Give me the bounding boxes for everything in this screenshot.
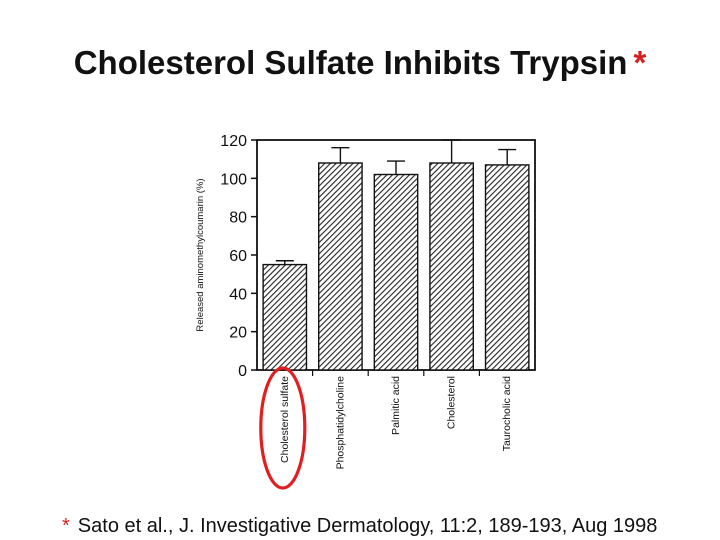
y-tick-label: 0 <box>238 363 247 380</box>
y-tick-label: 40 <box>229 286 247 303</box>
bar <box>429 162 474 371</box>
x-category-label: Phosphatidylcholine <box>334 376 346 470</box>
citation-text: Sato et al., J. Investigative Dermatolog… <box>77 515 658 537</box>
slide-title: Cholesterol Sulfate Inhibits Trypsin * <box>0 44 720 82</box>
title-asterisk: * <box>633 44 647 81</box>
y-tick-label: 60 <box>229 248 247 265</box>
bar <box>373 173 419 371</box>
bar-chart: 0 20 40 60 80 100 120 Released aminomethylcouma… <box>195 133 536 490</box>
bar <box>318 162 363 371</box>
y-tick-label: 120 <box>220 133 247 150</box>
bar <box>262 263 308 371</box>
x-category-label: Taurocholic acid <box>501 376 513 451</box>
citation-footnote: * Sato et al., J. Investigative Dermatolo… <box>62 515 657 538</box>
y-tick-label: 100 <box>220 171 247 188</box>
bar <box>484 164 530 371</box>
slide-title-text: Cholesterol Sulfate Inhibits Trypsin <box>73 44 628 81</box>
y-tick-label: 80 <box>229 210 247 227</box>
x-category-label: Cholesterol sulfate <box>279 376 291 463</box>
x-category-label: Palmitic acid <box>390 376 402 435</box>
y-axis-label: Released aminomethylcoumarin (%) <box>195 178 206 331</box>
x-category-label: Cholesterol <box>446 376 458 429</box>
footnote-asterisk: * <box>62 515 70 537</box>
y-tick-label: 20 <box>229 325 247 342</box>
highlight-ellipse <box>259 366 307 490</box>
